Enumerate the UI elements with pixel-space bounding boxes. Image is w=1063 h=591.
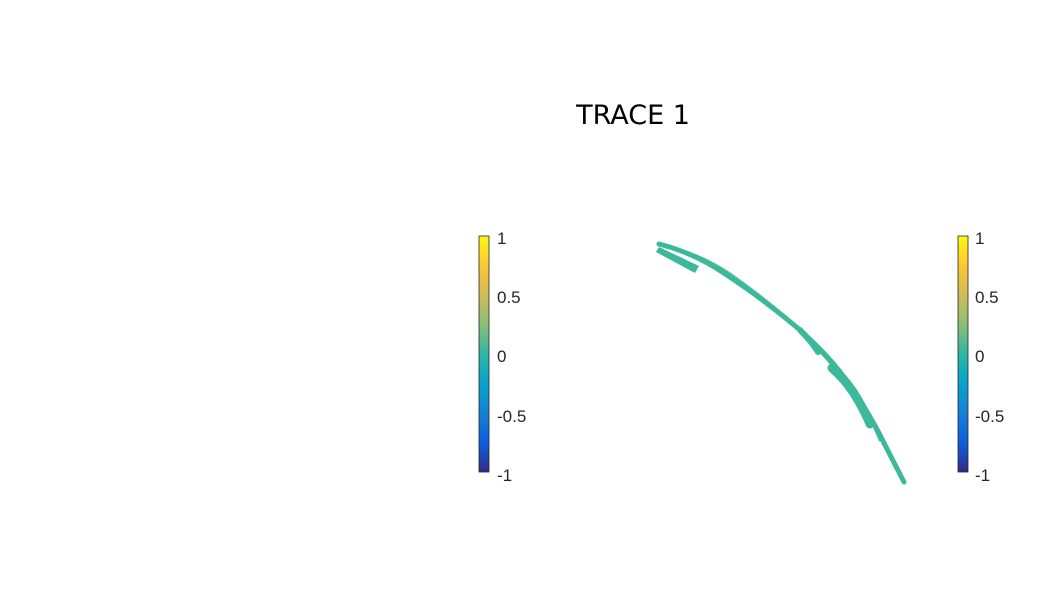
colorbar-right-tick-label-2: 0 [975, 347, 984, 366]
colorbar-left-tick-label-0: 1 [497, 229, 506, 248]
colorbar-left-tick-label-4: -1 [497, 466, 512, 485]
colorbar-left-ticks: 1 0.5 0 -0.5 -1 [497, 229, 526, 485]
trace [656, 241, 907, 485]
colorbar-left: 1 0.5 0 -0.5 -1 [478, 229, 526, 485]
colorbar-right: 1 0.5 0 -0.5 -1 [957, 229, 1004, 485]
trace-arc [656, 241, 907, 485]
colorbar-left-gradient [478, 235, 490, 473]
colorbar-right-tick-label-4: -1 [975, 466, 990, 485]
colorbar-left-tick-label-2: 0 [497, 347, 506, 366]
trace-thick-section [827, 363, 875, 429]
colorbar-right-tick-label-1: 0.5 [975, 288, 999, 307]
colorbar-right-tick-label-0: 1 [975, 229, 984, 248]
trace-segment-start [656, 247, 699, 273]
trace-arc-edge [678, 248, 882, 442]
colorbar-left-tick-label-3: -0.5 [497, 407, 526, 426]
trace-thin-section [797, 327, 821, 355]
colorbar-right-ticks: 1 0.5 0 -0.5 -1 [975, 229, 1004, 485]
colorbar-right-gradient [957, 235, 969, 473]
colorbar-left-tick-label-1: 0.5 [497, 288, 521, 307]
chart-title: TRACE 1 [575, 100, 690, 131]
colorbar-right-tick-label-3: -0.5 [975, 407, 1004, 426]
